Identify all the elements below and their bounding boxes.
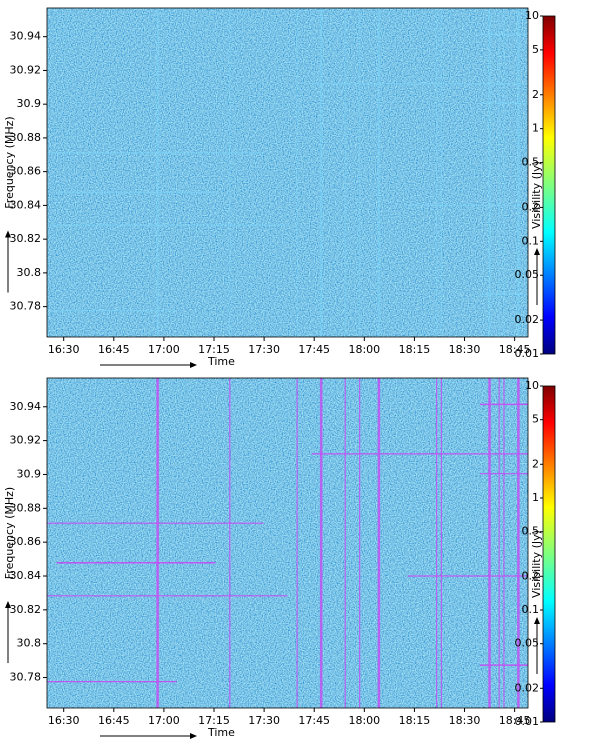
- c-arrowhead: [534, 248, 540, 255]
- colorbar-tick-label: 1: [532, 491, 539, 504]
- x-tick-label: 17:45: [298, 343, 330, 356]
- y-tick-label: 30.86: [10, 535, 42, 548]
- y-tick-label: 30.78: [10, 671, 42, 684]
- y-tick-label: 30.88: [10, 501, 42, 514]
- x-arrowhead: [190, 733, 197, 739]
- x-tick-label: 17:15: [198, 343, 230, 356]
- c-arrowhead: [534, 617, 540, 624]
- colorbar-tick-label: 0.02: [515, 313, 540, 326]
- plot-frame: [46, 7, 529, 338]
- x-axis-label: Time: [207, 355, 235, 368]
- x-arrowhead: [190, 362, 197, 368]
- colorbar-tick-label: 0.05: [515, 268, 540, 281]
- y-arrowhead: [5, 601, 11, 608]
- colorbar-tick-label: 1: [532, 122, 539, 135]
- colorbar-tick-label: 10: [525, 9, 539, 22]
- colorbar-tick-label: 0.5: [522, 525, 540, 538]
- x-tick-label: 18:30: [449, 714, 481, 727]
- colorbar-tick-label: 0.01: [515, 715, 540, 728]
- colorbar-tick-label: 0.05: [515, 637, 540, 650]
- y-tick-label: 30.94: [10, 30, 42, 43]
- colorbar-tick-label: 5: [532, 43, 539, 56]
- colorbar-tick-label: 2: [532, 88, 539, 101]
- y-tick-label: 30.84: [10, 198, 42, 211]
- x-tick-label: 18:15: [399, 714, 431, 727]
- colorbar-label: Visibility (Jy): [530, 530, 543, 598]
- colorbar: [542, 385, 556, 723]
- colorbar-tick-label: 0.01: [515, 347, 540, 360]
- y-tick-label: 30.86: [10, 165, 42, 178]
- x-axis-label: Time: [207, 726, 235, 739]
- colorbar: [542, 15, 556, 355]
- x-tick-label: 17:45: [298, 714, 330, 727]
- x-tick-label: 18:30: [449, 343, 481, 356]
- y-axis-label: Frequency (MHz): [3, 487, 16, 579]
- y-tick-label: 30.8: [17, 637, 42, 650]
- colorbar-tick-label: 2: [532, 457, 539, 470]
- colorbar-tick-label: 0.2: [522, 569, 540, 582]
- x-tick-label: 16:30: [48, 343, 80, 356]
- x-tick-label: 17:15: [198, 714, 230, 727]
- colorbar-label: Visibility (Jy): [530, 161, 543, 229]
- colorbar-tick-label: 0.5: [522, 156, 540, 169]
- y-tick-label: 30.88: [10, 131, 42, 144]
- colorbar-tick-label: 0.1: [522, 234, 540, 247]
- y-axis-label: Frequency (MHz): [3, 116, 16, 208]
- x-tick-label: 17:30: [248, 714, 280, 727]
- y-arrowhead: [5, 230, 11, 238]
- heatmap-image: [47, 8, 528, 337]
- y-tick-label: 30.94: [10, 400, 42, 413]
- x-tick-label: 18:15: [399, 343, 431, 356]
- heatmap-image: [47, 378, 528, 708]
- x-tick-label: 18:00: [348, 343, 380, 356]
- x-tick-label: 16:45: [98, 343, 130, 356]
- x-tick-label: 17:00: [148, 714, 180, 727]
- colorbar-tick-label: 0.1: [522, 603, 540, 616]
- plot-frame: [46, 377, 529, 709]
- x-tick-label: 18:45: [499, 343, 531, 356]
- y-tick-label: 30.78: [10, 300, 42, 313]
- y-tick-label: 30.8: [17, 266, 42, 279]
- colorbar-tick-label: 0.02: [515, 681, 540, 694]
- x-tick-label: 18:45: [499, 714, 531, 727]
- x-tick-label: 17:30: [248, 343, 280, 356]
- x-tick-label: 18:00: [348, 714, 380, 727]
- colorbar-tick-label: 5: [532, 413, 539, 426]
- y-tick-label: 30.9: [17, 97, 42, 110]
- colorbar-tick-label: 0.2: [522, 200, 540, 213]
- y-tick-label: 30.92: [10, 63, 42, 76]
- colorbar-tick-label: 10: [525, 379, 539, 392]
- y-tick-label: 30.82: [10, 232, 42, 245]
- x-tick-label: 16:30: [48, 714, 80, 727]
- y-tick-label: 30.84: [10, 569, 42, 582]
- y-tick-label: 30.82: [10, 603, 42, 616]
- y-tick-label: 30.9: [17, 467, 42, 480]
- y-tick-label: 30.92: [10, 434, 42, 447]
- x-tick-label: 17:00: [148, 343, 180, 356]
- x-tick-label: 16:45: [98, 714, 130, 727]
- plots: 30.9430.9230.930.8830.8630.8430.8230.830…: [3, 7, 556, 739]
